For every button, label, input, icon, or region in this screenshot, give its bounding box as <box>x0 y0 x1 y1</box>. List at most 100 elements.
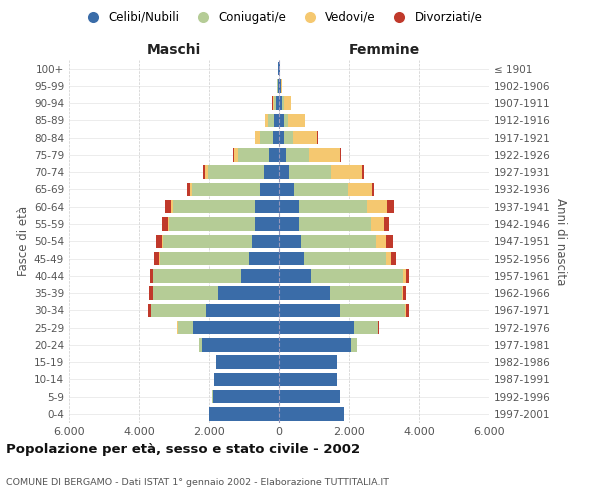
Bar <box>279 286 330 300</box>
Bar <box>260 131 274 144</box>
Bar <box>192 182 260 196</box>
Bar <box>277 79 278 92</box>
Bar <box>279 62 280 76</box>
Bar <box>209 407 279 420</box>
Bar <box>279 269 311 282</box>
Bar <box>153 269 241 282</box>
Bar <box>193 321 279 334</box>
Bar <box>293 131 317 144</box>
Bar <box>268 114 274 127</box>
Bar <box>282 96 284 110</box>
Bar <box>154 252 160 265</box>
Bar <box>272 96 274 110</box>
Bar <box>279 148 286 162</box>
Bar <box>216 356 279 369</box>
Bar <box>233 148 235 162</box>
Bar <box>205 166 208 179</box>
Bar <box>340 148 341 162</box>
Bar <box>279 304 340 317</box>
Bar <box>274 131 279 144</box>
Bar <box>304 252 386 265</box>
Bar <box>150 269 152 282</box>
Bar <box>218 286 279 300</box>
Bar <box>387 200 394 213</box>
Bar <box>301 234 376 248</box>
Legend: Celibi/Nubili, Coniugati/e, Vedovi/e, Divorziati/e: Celibi/Nubili, Coniugati/e, Vedovi/e, Di… <box>81 11 483 24</box>
Bar <box>241 269 279 282</box>
Bar <box>386 252 391 265</box>
Bar <box>208 166 264 179</box>
Bar <box>279 407 344 420</box>
Bar <box>391 252 395 265</box>
Bar <box>278 62 279 76</box>
Bar <box>249 252 279 265</box>
Bar <box>340 304 405 317</box>
Bar <box>177 321 178 334</box>
Bar <box>214 372 279 386</box>
Bar <box>279 114 284 127</box>
Bar <box>406 269 409 282</box>
Bar <box>372 182 374 196</box>
Bar <box>161 218 167 230</box>
Bar <box>274 114 279 127</box>
Bar <box>371 218 384 230</box>
Bar <box>279 338 351 351</box>
Bar <box>167 218 169 230</box>
Bar <box>348 182 372 196</box>
Bar <box>153 286 218 300</box>
Bar <box>279 166 289 179</box>
Bar <box>401 286 403 300</box>
Bar <box>279 372 337 386</box>
Bar <box>284 96 290 110</box>
Bar <box>178 321 193 334</box>
Bar <box>309 148 340 162</box>
Bar <box>276 96 279 110</box>
Bar <box>403 286 406 300</box>
Bar <box>288 114 305 127</box>
Bar <box>367 200 387 213</box>
Bar <box>235 148 238 162</box>
Bar <box>286 148 309 162</box>
Bar <box>255 200 279 213</box>
Bar <box>255 131 260 144</box>
Bar <box>384 218 389 230</box>
Bar <box>155 234 162 248</box>
Bar <box>148 304 151 317</box>
Text: Maschi: Maschi <box>147 44 201 58</box>
Bar <box>279 234 301 248</box>
Bar <box>279 390 340 404</box>
Bar <box>151 304 205 317</box>
Bar <box>311 269 403 282</box>
Bar <box>330 286 401 300</box>
Bar <box>351 338 356 351</box>
Bar <box>405 304 406 317</box>
Y-axis label: Fasce di età: Fasce di età <box>17 206 30 276</box>
Bar <box>403 269 406 282</box>
Bar <box>354 321 378 334</box>
Bar <box>163 234 253 248</box>
Text: COMUNE DI BERGAMO - Dati ISTAT 1° gennaio 2002 - Elaborazione TUTTITALIA.IT: COMUNE DI BERGAMO - Dati ISTAT 1° gennai… <box>6 478 389 487</box>
Bar <box>203 166 205 179</box>
Y-axis label: Anni di nascita: Anni di nascita <box>554 198 567 285</box>
Bar <box>253 234 279 248</box>
Bar <box>265 114 268 127</box>
Bar <box>281 79 282 92</box>
Bar <box>284 114 288 127</box>
Bar <box>362 166 364 179</box>
Bar <box>376 234 386 248</box>
Bar <box>202 338 279 351</box>
Bar <box>264 166 279 179</box>
Bar <box>279 96 282 110</box>
Bar <box>279 79 281 92</box>
Bar <box>165 200 172 213</box>
Bar <box>278 79 279 92</box>
Bar <box>299 200 367 213</box>
Bar <box>254 131 255 144</box>
Bar <box>279 356 337 369</box>
Bar <box>299 218 371 230</box>
Text: Femmine: Femmine <box>349 44 419 58</box>
Bar <box>173 200 255 213</box>
Bar <box>172 200 173 213</box>
Bar <box>212 390 279 404</box>
Text: Popolazione per età, sesso e stato civile - 2002: Popolazione per età, sesso e stato civil… <box>6 442 360 456</box>
